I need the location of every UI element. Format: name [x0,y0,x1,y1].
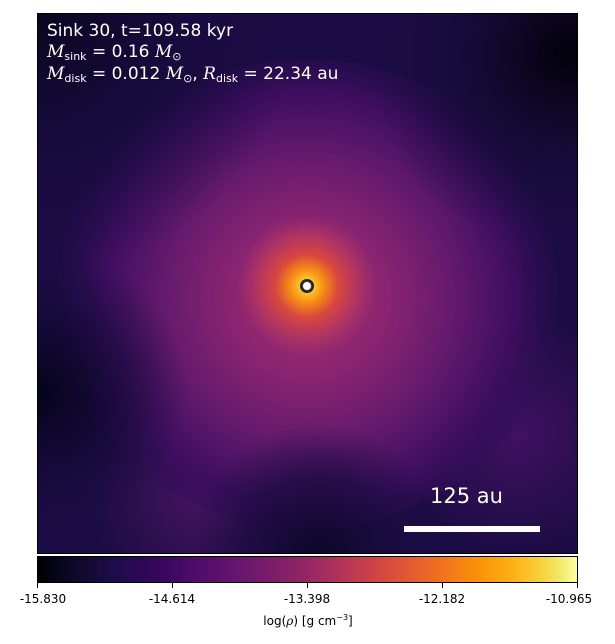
density-field-image [38,14,577,553]
sink-title: Sink 30, t=109.58 kyr [47,21,234,41]
m-disk-subscript: disk [64,72,87,85]
m-sink-unit-symbol: M [154,42,173,62]
cbar-label-prefix: log( [263,614,287,628]
m-sink-unit-subscript: ⊙ [172,50,182,63]
colorbar-tick-label: -15.830 [19,592,67,606]
colorbar-tick [307,583,308,588]
colorbar-tick [37,583,38,588]
colorbar-tick-label: -14.614 [148,592,196,606]
colorbar-label: log(ρ) [g cm−3] [263,613,352,628]
sink-marker [300,279,314,293]
disk-properties-label: Mdisk = 0.012 M⊙, Rdisk = 22.34 au [47,64,338,89]
density-map: Sink 30, t=109.58 kyr Msink = 0.16 M⊙ Md… [37,13,578,554]
cbar-label-symbol: ρ [286,614,294,628]
m-sink-subscript: sink [64,50,87,63]
m-disk-value: = 0.012 [91,64,161,84]
r-disk-subscript: disk [215,72,239,85]
colorbar-tick-label: -12.182 [418,592,466,606]
cbar-label-close: ] [348,614,353,628]
m-disk-unit-symbol: M [165,64,184,84]
colorbar-tick [442,583,443,588]
m-sink-value: = 0.16 [91,42,150,62]
sink-mass-label: Msink = 0.16 M⊙ [47,42,182,67]
separator: , [192,64,204,84]
r-disk-symbol: R [203,64,216,84]
m-disk-symbol: M [47,64,65,84]
scalebar [404,526,540,532]
colorbar-tick-label: -10.965 [545,592,593,606]
colorbar [37,556,578,583]
m-disk-unit-subscript: ⊙ [183,72,193,85]
cbar-label-suffix: ) [g cm [293,614,337,628]
scalebar-label: 125 au [430,484,503,508]
r-disk-value: = 22.34 au [243,64,339,84]
m-sink-symbol: M [47,42,65,62]
cbar-label-exponent: −3 [336,613,349,622]
colorbar-tick-label: -13.398 [283,592,331,606]
colorbar-tick [577,583,578,588]
colorbar-tick [172,583,173,588]
